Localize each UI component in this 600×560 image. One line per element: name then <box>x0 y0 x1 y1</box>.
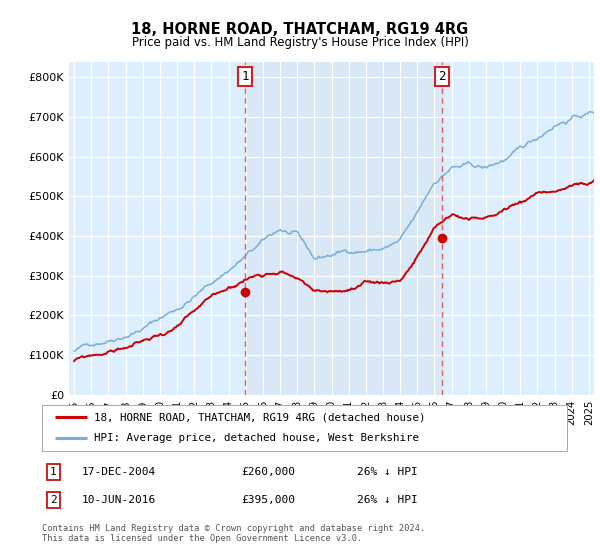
Text: Contains HM Land Registry data © Crown copyright and database right 2024.
This d: Contains HM Land Registry data © Crown c… <box>42 524 425 543</box>
Text: HPI: Average price, detached house, West Berkshire: HPI: Average price, detached house, West… <box>95 433 419 444</box>
Text: 2: 2 <box>438 70 446 83</box>
Text: £260,000: £260,000 <box>241 467 296 477</box>
Bar <box>245 62 442 395</box>
Text: 17-DEC-2004: 17-DEC-2004 <box>82 467 155 477</box>
Text: 1: 1 <box>50 467 57 477</box>
Text: 18, HORNE ROAD, THATCHAM, RG19 4RG: 18, HORNE ROAD, THATCHAM, RG19 4RG <box>131 22 469 38</box>
Text: £395,000: £395,000 <box>241 495 296 505</box>
Text: Price paid vs. HM Land Registry's House Price Index (HPI): Price paid vs. HM Land Registry's House … <box>131 36 469 49</box>
Text: 2: 2 <box>50 495 57 505</box>
Text: 18, HORNE ROAD, THATCHAM, RG19 4RG (detached house): 18, HORNE ROAD, THATCHAM, RG19 4RG (deta… <box>95 412 426 422</box>
Text: 1: 1 <box>241 70 249 83</box>
Text: 10-JUN-2016: 10-JUN-2016 <box>82 495 155 505</box>
Text: 26% ↓ HPI: 26% ↓ HPI <box>357 467 418 477</box>
Text: 26% ↓ HPI: 26% ↓ HPI <box>357 495 418 505</box>
